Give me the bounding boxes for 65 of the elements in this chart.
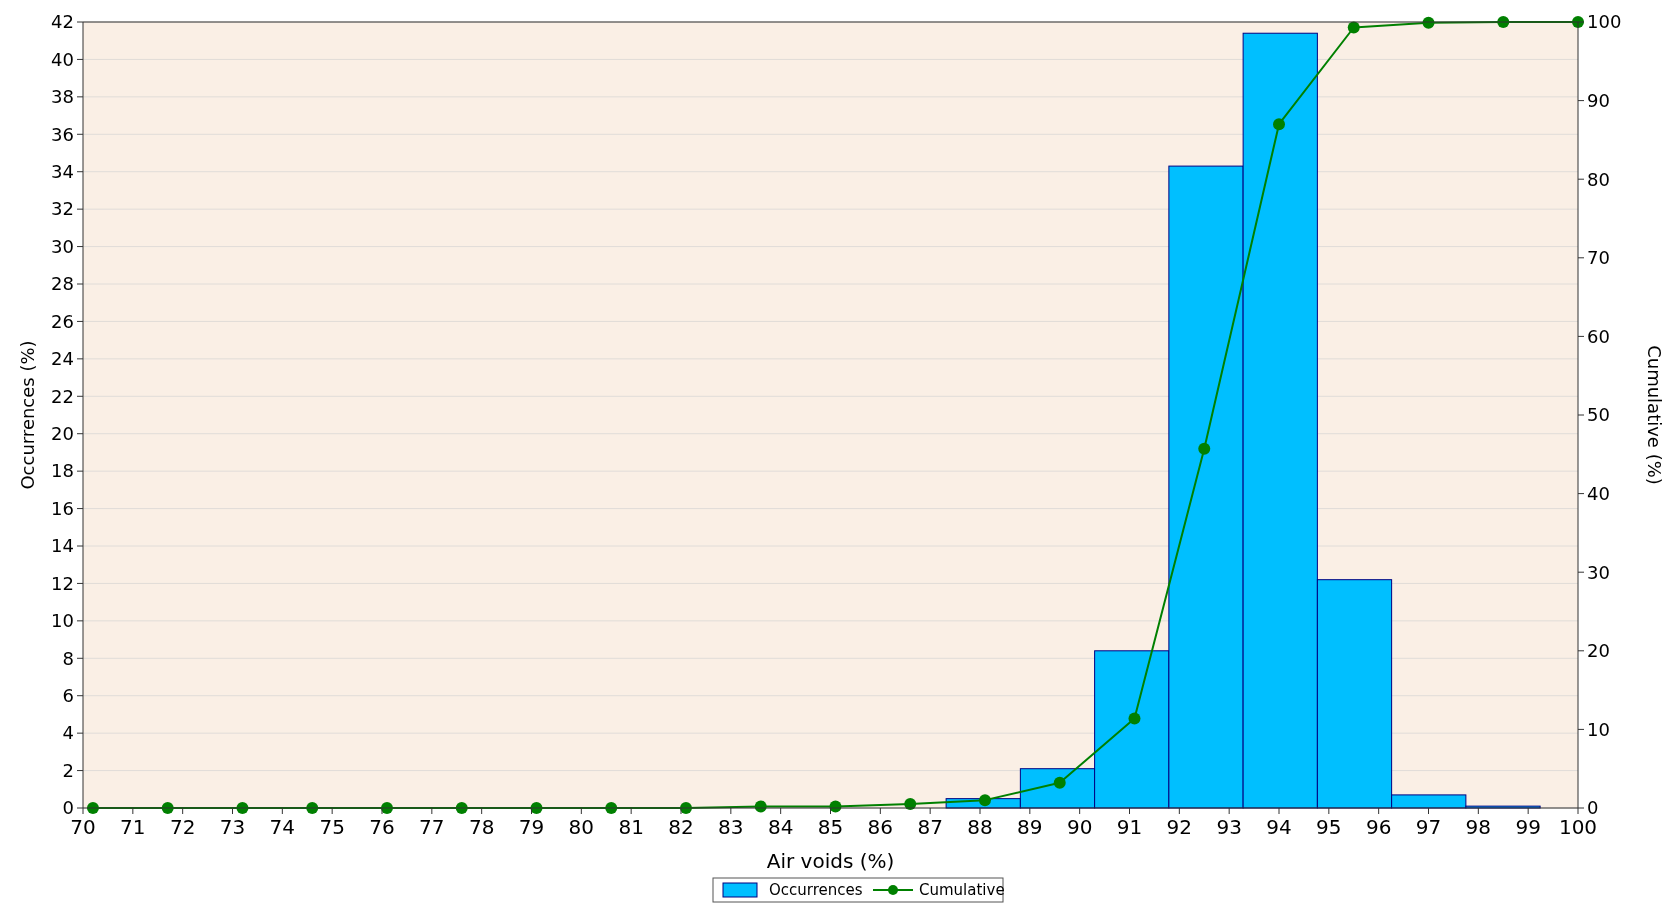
x-tick-label: 84 [767, 815, 794, 839]
legend-label: Occurrences [769, 881, 863, 899]
x-tick-label: 76 [369, 815, 395, 839]
y-tick-label: 6 [62, 685, 74, 707]
y-tick-label: 22 [51, 385, 74, 407]
y2-tick-label: 20 [1587, 640, 1610, 662]
y2-tick-label: 50 [1587, 404, 1610, 426]
y-tick-label: 20 [51, 423, 74, 445]
y-tick-label: 34 [51, 161, 74, 183]
y-tick-label: 38 [51, 86, 74, 108]
x-tick-label: 87 [917, 815, 943, 839]
x-axis-title: Air voids (%) [766, 849, 895, 873]
x-tick-label: 74 [269, 815, 296, 839]
x-tick-label: 95 [1316, 815, 1342, 839]
x-tick-label: 89 [1017, 815, 1043, 839]
x-tick-label: 93 [1216, 815, 1242, 839]
x-tick-label: 90 [1066, 815, 1093, 839]
x-tick-label: 83 [718, 815, 744, 839]
y-tick-label: 24 [51, 348, 74, 370]
x-tick-label: 75 [319, 815, 345, 839]
y-tick-label: 42 [51, 11, 74, 33]
y-tick-label: 2 [62, 759, 74, 781]
y2-tick-label: 100 [1587, 11, 1622, 33]
y-tick-label: 18 [51, 460, 74, 482]
y-tick-label: 40 [51, 48, 74, 70]
x-tick-label: 92 [1166, 815, 1193, 839]
y-tick-label: 36 [51, 123, 74, 145]
y-tick-label: 14 [51, 535, 74, 557]
x-tick-label: 78 [468, 815, 495, 839]
x-tick-label: 81 [618, 815, 644, 839]
y2-axis-title: Cumulative (%) [1644, 345, 1665, 485]
y2-tick-label: 40 [1587, 482, 1610, 504]
y-tick-label: 12 [51, 572, 74, 594]
x-tick-label: 82 [668, 815, 694, 839]
x-tick-label: 71 [120, 815, 146, 839]
x-tick-label: 86 [867, 815, 894, 839]
x-tick-label: 96 [1365, 815, 1392, 839]
y2-tick-label: 10 [1587, 718, 1610, 740]
x-tick-label: 77 [419, 815, 445, 839]
x-tick-label: 79 [518, 815, 545, 839]
x-tick-label: 80 [568, 815, 595, 839]
y2-tick-label: 60 [1587, 325, 1610, 347]
y-tick-label: 4 [62, 722, 74, 744]
x-tick-label: 72 [169, 815, 196, 839]
x-tick-label: 94 [1266, 815, 1292, 839]
y-tick-label: 16 [51, 497, 74, 519]
x-tick-label: 91 [1116, 815, 1143, 839]
x-tick-label: 88 [967, 815, 993, 839]
y2-tick-label: 90 [1587, 89, 1610, 111]
y-tick-label: 26 [51, 310, 74, 332]
y-tick-label: 30 [51, 235, 74, 257]
y-tick-label: 8 [62, 647, 74, 669]
y-axis-title: Occurrences (%) [17, 340, 38, 490]
y2-tick-label: 30 [1587, 561, 1610, 583]
y2-tick-label: 80 [1587, 168, 1610, 190]
x-tick-label: 99 [1515, 815, 1541, 839]
x-tick-label: 97 [1415, 815, 1442, 839]
x-tick-label: 73 [219, 815, 246, 839]
legend-label: Cumulative [919, 881, 1005, 899]
x-tick-label: 98 [1465, 815, 1492, 839]
y-tick-label: 28 [51, 273, 74, 295]
x-tick-label: 85 [817, 815, 844, 839]
y2-tick-label: 70 [1587, 247, 1610, 269]
y-tick-label: 10 [51, 610, 74, 632]
y-tick-label: 32 [51, 198, 74, 220]
